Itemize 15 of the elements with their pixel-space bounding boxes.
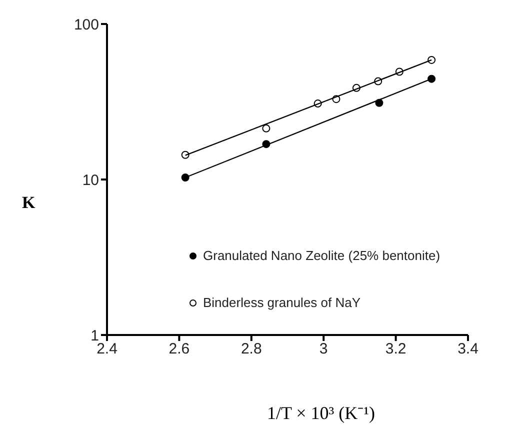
point xyxy=(262,124,270,132)
x-tick-label: 2.6 xyxy=(168,340,190,358)
y-axis-title: K xyxy=(22,193,36,213)
y-tick-label: 1 xyxy=(90,327,99,344)
x-tick-label: 2.8 xyxy=(240,340,262,358)
legend-label: Granulated Nano Zeolite (25% bentonite) xyxy=(203,248,440,263)
x-tick-label: 3.2 xyxy=(385,340,406,358)
x-tick-label: 2.4 xyxy=(96,340,118,358)
point xyxy=(428,74,436,83)
x-tick-label: 3.4 xyxy=(458,340,478,358)
legend-label: Binderless granules of NaY xyxy=(203,295,361,310)
x-axis-title: 1/T × 10³ (K⁻¹) xyxy=(266,402,376,424)
y-tick-label: 10 xyxy=(82,172,99,189)
x-tick-label: 3 xyxy=(319,340,328,358)
y-tick-label: 100 xyxy=(74,16,99,34)
